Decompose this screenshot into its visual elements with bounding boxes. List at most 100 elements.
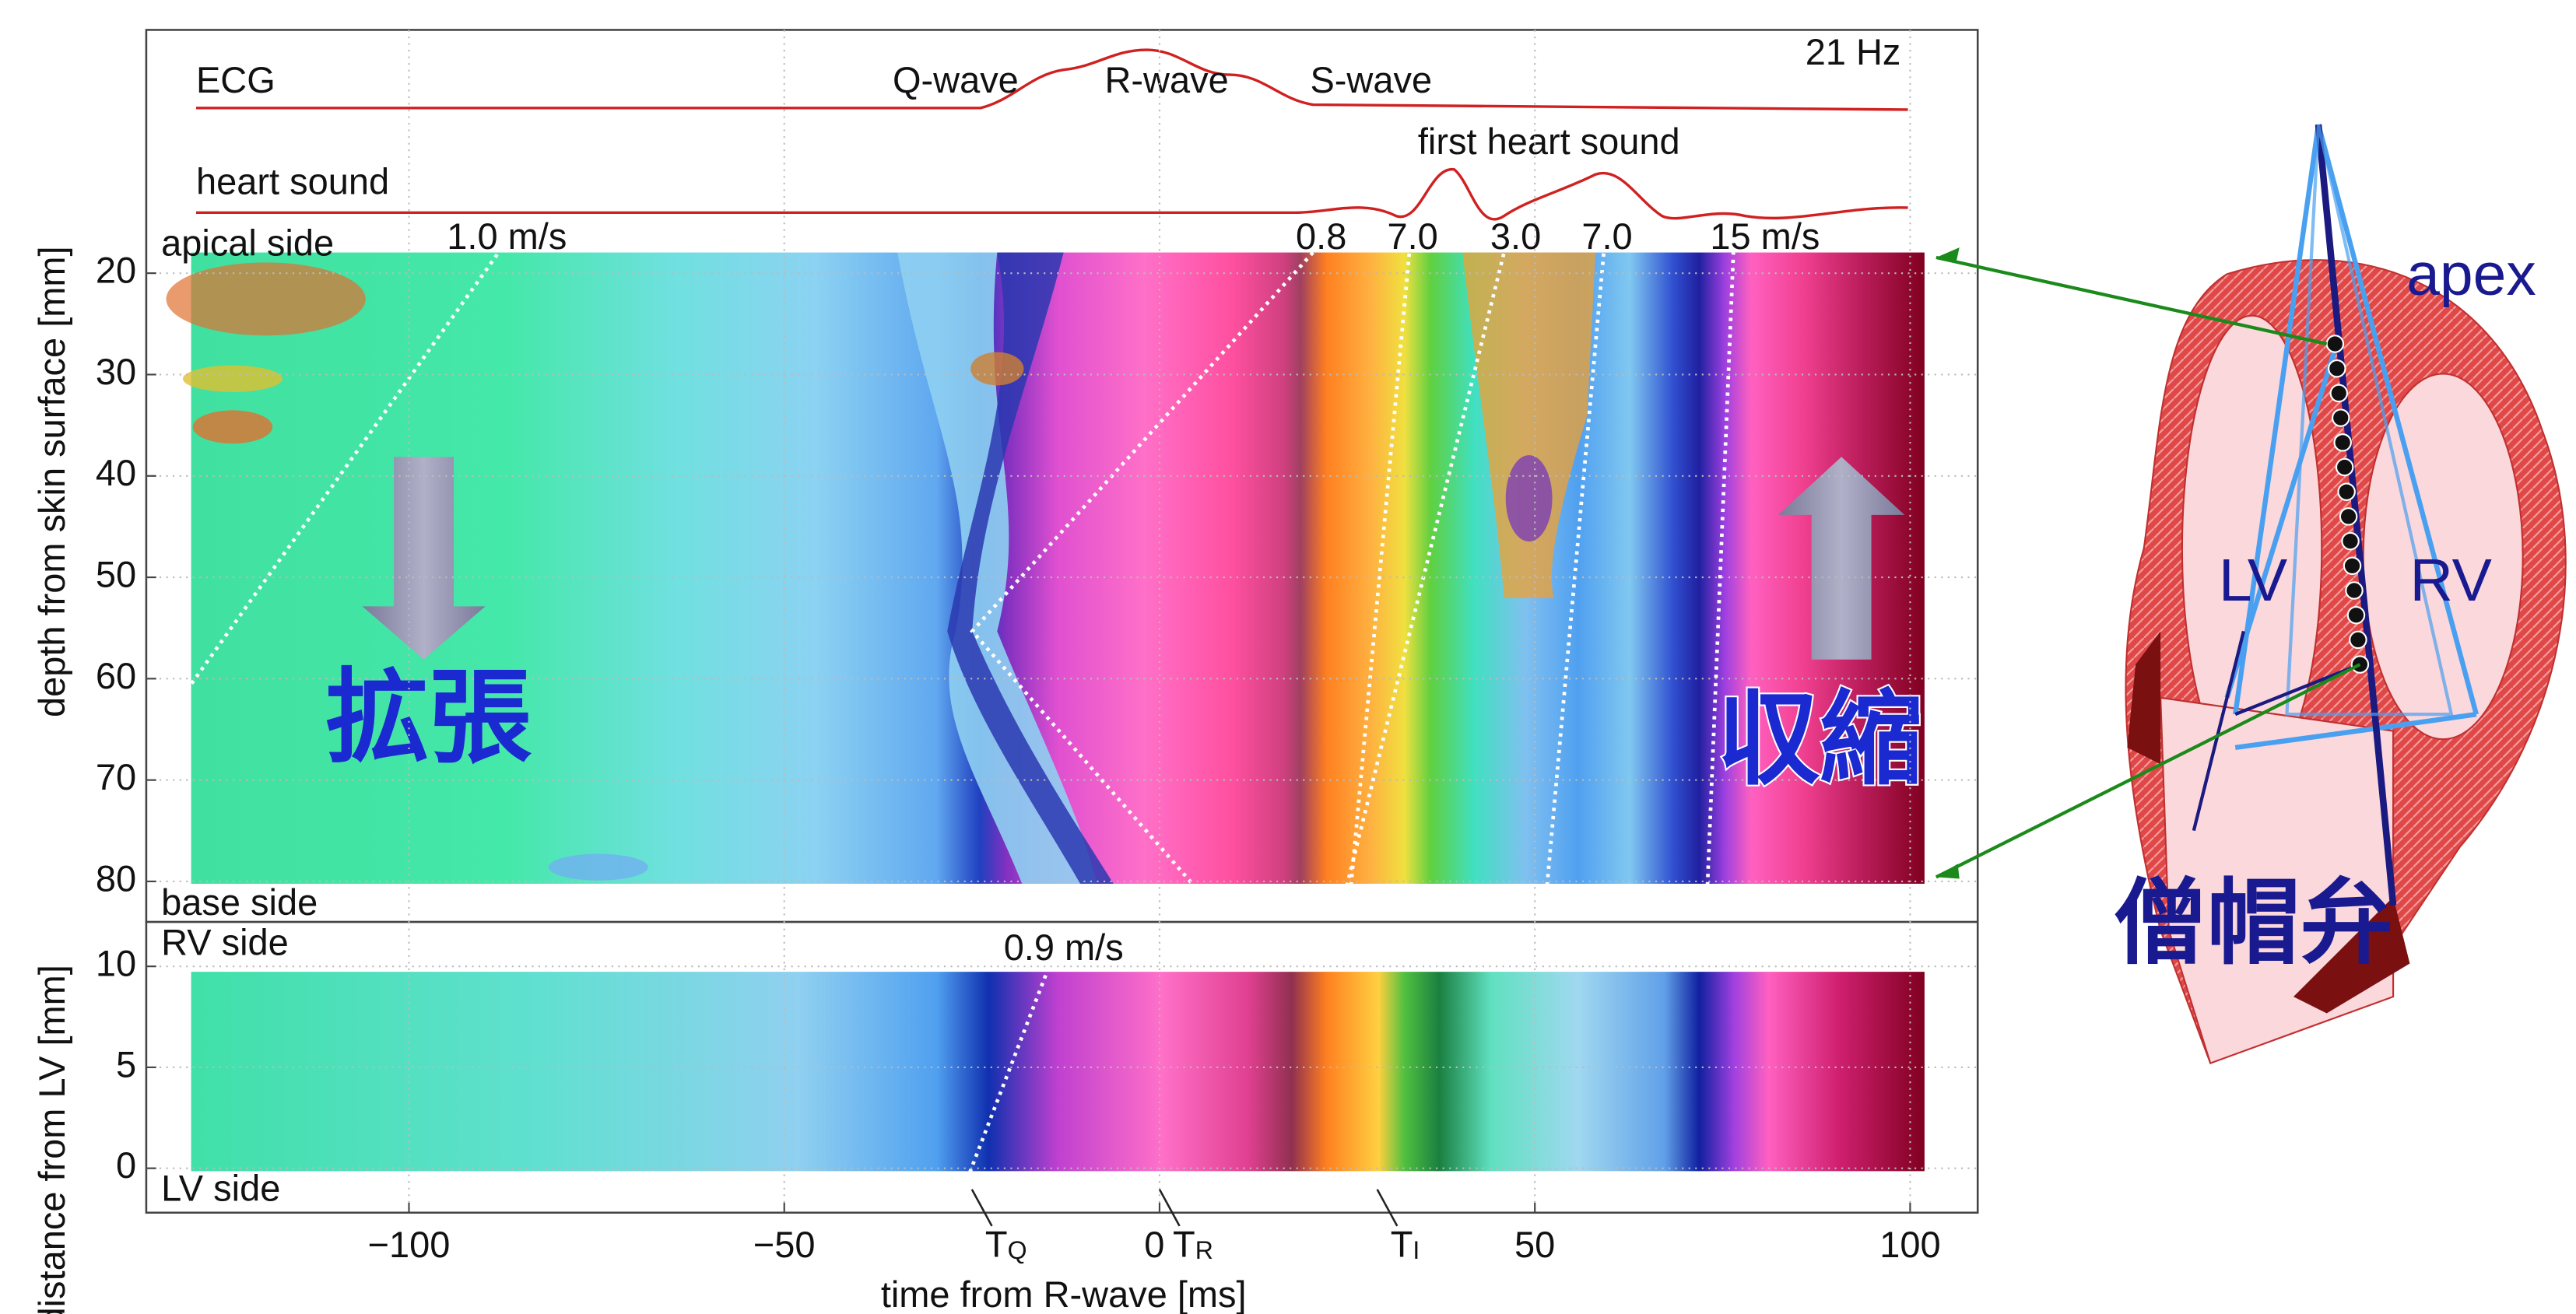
annotation: first heart sound [1418, 121, 1680, 162]
velocity-line [1347, 252, 1412, 902]
velocity-line [156, 251, 500, 732]
heatmap-detail [897, 252, 1097, 884]
annotation: 3.0 [1490, 215, 1541, 257]
annotation: 1.0 m/s [447, 215, 567, 257]
y-tick-label: 60 [96, 655, 136, 696]
annotation: R-wave [1104, 59, 1228, 100]
heatmap-detail [1505, 455, 1553, 542]
sample-dot [2332, 408, 2350, 427]
heatmap-detail [192, 410, 273, 444]
ecg-trace [195, 48, 1908, 111]
marker-label: TI [1391, 1224, 1420, 1265]
sample-dot [2339, 507, 2358, 526]
heatmap-detail [947, 252, 1114, 884]
heart-sound-trace [195, 168, 1908, 221]
y-tick-label: 20 [96, 250, 136, 291]
y-tick-label: 40 [96, 452, 136, 493]
annotation: 7.0 [1581, 215, 1632, 257]
sample-dot [2341, 531, 2360, 551]
annotation: 7.0 [1388, 215, 1438, 257]
marker-pointer [1158, 1189, 1181, 1227]
sample-dot [2346, 605, 2366, 625]
sample-dot [2345, 581, 2364, 600]
y-axis-title: depth from skin surface [mm] [31, 246, 72, 717]
y-tick-label: 5 [116, 1043, 136, 1084]
sample-dot [2335, 457, 2354, 477]
down-arrow [362, 457, 486, 660]
y-tick-label: 50 [96, 553, 136, 594]
beam-lines [2233, 124, 2479, 751]
y-tick-label: 70 [96, 756, 136, 797]
marker-pointer [970, 1189, 993, 1227]
link-lines [1935, 255, 2361, 879]
velocity-line [970, 251, 1314, 903]
annotation: 収縮 [1717, 682, 1923, 797]
heatmap-detail [970, 352, 1024, 386]
annotation: heart sound [196, 160, 389, 201]
x-tick-label: 100 [1879, 1224, 1940, 1265]
sample-dot [2333, 433, 2352, 452]
wall-dark [2293, 897, 2410, 1014]
beam-lines [2285, 124, 2454, 717]
sample-dot [2328, 359, 2346, 378]
y-tick-label: 30 [96, 351, 136, 392]
diagram-label: 僧帽弁 [2114, 871, 2393, 975]
pointer [2192, 630, 2245, 832]
marker-subscript: Q [1008, 1236, 1027, 1264]
diagram-label: LV [2219, 547, 2287, 614]
sample-dot [2325, 335, 2345, 353]
y-axis-title: distance from LV [mm] [31, 965, 72, 1314]
sample-dot [2349, 630, 2367, 650]
marker-symbol: T [1391, 1224, 1413, 1265]
annotation: LV side [161, 1167, 280, 1208]
annotation: 0.8 [1296, 215, 1346, 257]
x-axis-title: time from R-wave [ms] [881, 1274, 1247, 1314]
beam-lines [2224, 348, 2338, 699]
annotation: ECG [196, 59, 275, 100]
wall-dark [2127, 631, 2161, 765]
heatmaps [166, 252, 1925, 1172]
right-ventricle [2362, 373, 2524, 741]
annotation: RV side [161, 921, 289, 962]
y-tick-label: 80 [96, 857, 136, 899]
heatmap-detail [548, 853, 648, 881]
x-tick-label: 0 [1144, 1224, 1164, 1265]
diagram-label: apex [2406, 241, 2536, 308]
x-tick-label: 50 [1514, 1224, 1555, 1265]
x-tick-label: −50 [753, 1224, 816, 1265]
y-tick-label: 0 [116, 1144, 136, 1186]
sample-dot [2343, 556, 2362, 576]
diagram-label: RV [2409, 547, 2491, 614]
sample-points [2325, 335, 2370, 674]
heatmap-detail [166, 262, 366, 336]
up-arrow [1778, 457, 1905, 660]
marker-subscript: I [1413, 1236, 1420, 1264]
marker-symbol: T [985, 1224, 1008, 1265]
annotation: 0.9 m/s [1004, 927, 1124, 968]
x-tick-label: −100 [368, 1224, 451, 1265]
annotation: Q-wave [893, 59, 1019, 100]
sample-dot [2329, 384, 2349, 403]
annotation: 拡張 [326, 661, 532, 776]
y-tick-label: 10 [96, 943, 136, 984]
velocity-line [1704, 252, 1735, 902]
marker-label: TR [1173, 1224, 1213, 1265]
annotation: apical side [161, 222, 334, 263]
annotation: 15 m/s [1710, 215, 1820, 257]
heatmap-distance [191, 972, 1925, 1172]
marker-symbol: T [1173, 1224, 1195, 1265]
annotation: base side [161, 881, 318, 923]
sample-dot [2337, 482, 2356, 501]
annotation: S-wave [1310, 59, 1432, 100]
marker-subscript: R [1195, 1236, 1213, 1264]
annotation: 21 Hz [1806, 31, 1901, 72]
velocity-line [1543, 252, 1606, 902]
heart-diagram [1935, 124, 2567, 1065]
velocity-line [962, 971, 1049, 1189]
heatmap-detail [182, 365, 283, 392]
pointer [2234, 663, 2361, 717]
marker-pointer [1376, 1189, 1399, 1227]
